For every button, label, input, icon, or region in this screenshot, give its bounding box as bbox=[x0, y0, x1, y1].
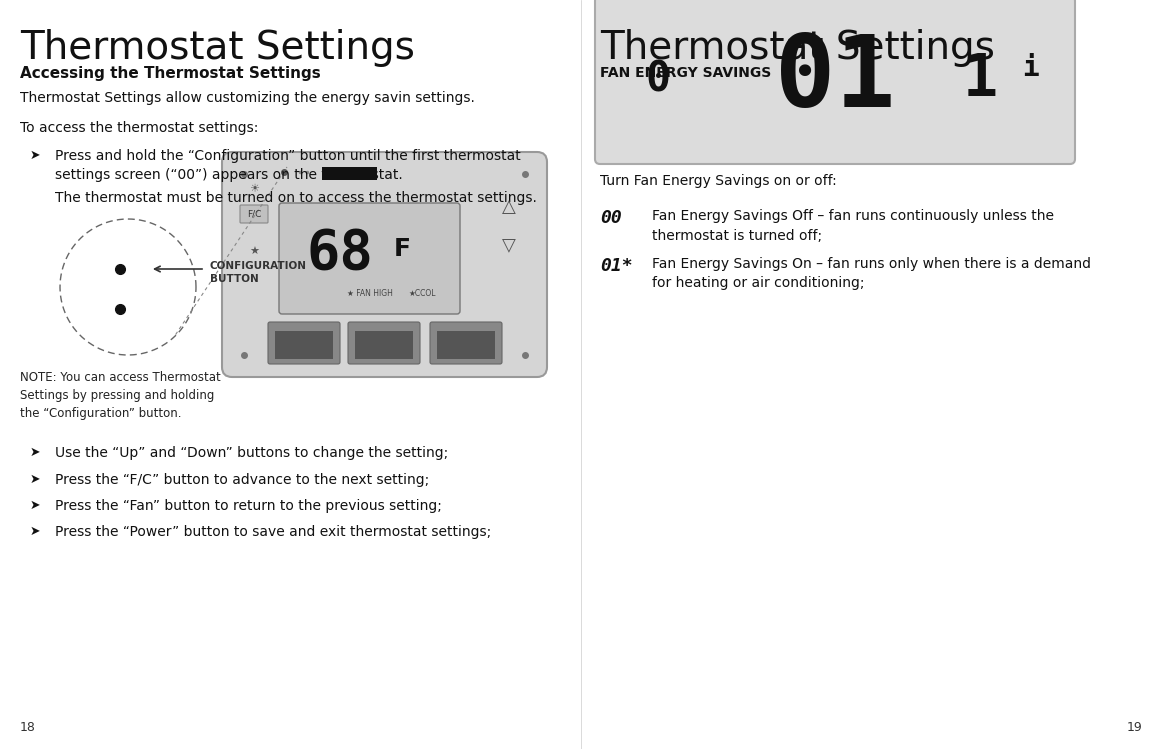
Text: Fan Energy Savings Off – fan runs continuously unless the
thermostat is turned o: Fan Energy Savings Off – fan runs contin… bbox=[652, 209, 1054, 243]
Text: Fan Energy Savings On – fan runs only when there is a demand
for heating or air : Fan Energy Savings On – fan runs only wh… bbox=[652, 257, 1091, 291]
Text: ➤: ➤ bbox=[30, 446, 41, 459]
Text: ★: ★ bbox=[249, 247, 259, 257]
Text: i: i bbox=[1021, 54, 1039, 82]
Bar bbox=[437, 331, 495, 359]
Text: ▽: ▽ bbox=[502, 236, 516, 254]
FancyBboxPatch shape bbox=[222, 152, 547, 377]
Text: The thermostat must be turned on to access the thermostat settings.: The thermostat must be turned on to acce… bbox=[55, 191, 537, 205]
Text: NOTE: You can access Thermostat
Settings by pressing and holding
the “Configurat: NOTE: You can access Thermostat Settings… bbox=[20, 371, 221, 420]
Text: 18: 18 bbox=[20, 721, 36, 734]
Text: ★ FAN HIGH: ★ FAN HIGH bbox=[347, 288, 393, 297]
Text: FAN ENERGY SAVINGS: FAN ENERGY SAVINGS bbox=[600, 66, 772, 80]
Bar bbox=[275, 331, 333, 359]
Bar bbox=[322, 167, 376, 180]
FancyBboxPatch shape bbox=[347, 322, 419, 364]
Text: 68: 68 bbox=[307, 226, 373, 279]
Text: F: F bbox=[394, 237, 410, 261]
Text: ➤: ➤ bbox=[30, 149, 41, 162]
Text: Turn Fan Energy Savings on or off:: Turn Fan Energy Savings on or off: bbox=[600, 174, 837, 188]
Text: Thermostat Settings: Thermostat Settings bbox=[20, 29, 415, 67]
Text: F/C: F/C bbox=[246, 210, 261, 219]
Text: Press the “Fan” button to return to the previous setting;: Press the “Fan” button to return to the … bbox=[55, 499, 442, 513]
Text: Thermostat Settings allow customizing the energy savin settings.: Thermostat Settings allow customizing th… bbox=[20, 91, 475, 105]
Text: Press the “Power” button to save and exit thermostat settings;: Press the “Power” button to save and exi… bbox=[55, 525, 492, 539]
FancyBboxPatch shape bbox=[268, 322, 340, 364]
Text: Use the “Up” and “Down” buttons to change the setting;: Use the “Up” and “Down” buttons to chang… bbox=[55, 446, 449, 460]
FancyBboxPatch shape bbox=[430, 322, 502, 364]
Text: To access the thermostat settings:: To access the thermostat settings: bbox=[20, 121, 258, 135]
Text: ☀: ☀ bbox=[249, 184, 259, 194]
FancyBboxPatch shape bbox=[279, 203, 460, 314]
FancyBboxPatch shape bbox=[595, 0, 1075, 164]
Text: Press and hold the “Configuration” button until the first thermostat
settings sc: Press and hold the “Configuration” butto… bbox=[55, 149, 521, 183]
Text: 19: 19 bbox=[1126, 721, 1142, 734]
Text: Accessing the Thermostat Settings: Accessing the Thermostat Settings bbox=[20, 66, 321, 81]
Text: 1: 1 bbox=[962, 52, 997, 109]
Bar bbox=[356, 331, 413, 359]
Text: CONFIGURATION
BUTTON: CONFIGURATION BUTTON bbox=[210, 261, 307, 284]
Text: 01: 01 bbox=[775, 31, 895, 129]
Text: Thermostat Settings: Thermostat Settings bbox=[600, 29, 995, 67]
Text: Press the “F/C” button to advance to the next setting;: Press the “F/C” button to advance to the… bbox=[55, 473, 429, 487]
Text: ➤: ➤ bbox=[30, 525, 41, 538]
Text: ➤: ➤ bbox=[30, 499, 41, 512]
FancyBboxPatch shape bbox=[241, 205, 268, 223]
Text: 00: 00 bbox=[600, 209, 622, 227]
Text: 01*: 01* bbox=[600, 257, 632, 275]
Text: △: △ bbox=[502, 198, 516, 216]
Text: ➤: ➤ bbox=[30, 473, 41, 486]
Text: ★CCOL: ★CCOL bbox=[408, 288, 436, 297]
Text: 0: 0 bbox=[646, 59, 670, 101]
